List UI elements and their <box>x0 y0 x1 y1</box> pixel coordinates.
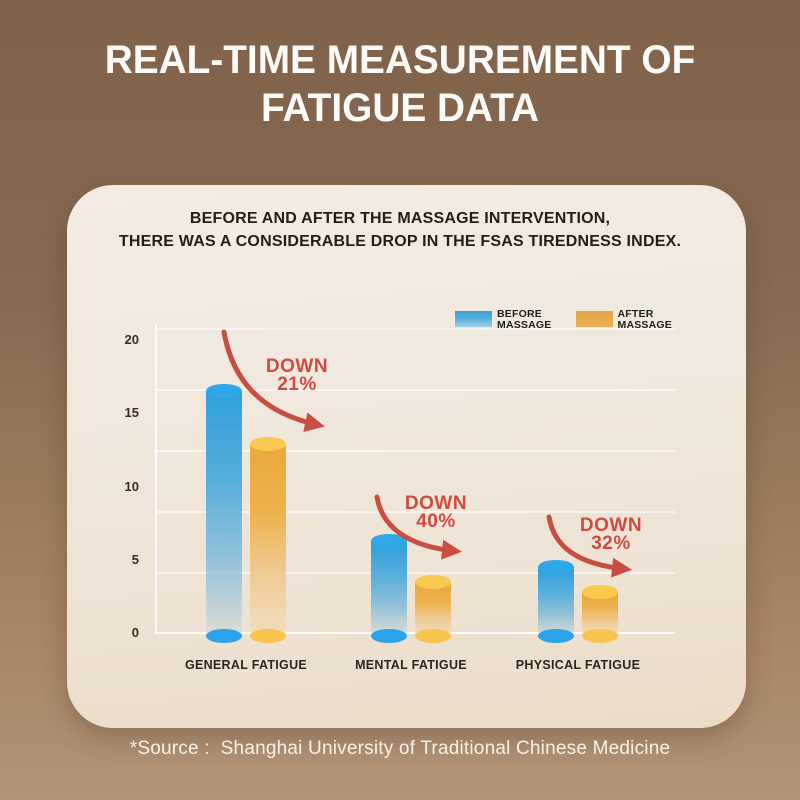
legend-label-before-massage: BEFORE MASSAGE <box>497 309 552 330</box>
subtitle-line-1: BEFORE AND AFTER THE MASSAGE INTERVENTIO… <box>189 210 611 227</box>
down-word: DOWN <box>404 493 468 514</box>
bar-body <box>250 444 286 636</box>
category-label: MENTAL FATIGUE <box>355 658 467 672</box>
category-label: GENERAL FATIGUE <box>184 658 308 672</box>
after-massage-swatch-icon <box>575 311 613 327</box>
y-tick-label: 20 <box>124 332 139 347</box>
bar-top-cap <box>538 560 574 575</box>
bar-top-cap <box>582 584 618 599</box>
legend-after-line-1: AFTER <box>617 308 654 320</box>
bar-bottom-cap <box>206 628 242 643</box>
y-tick-label: 0 <box>131 625 139 640</box>
gridline <box>155 511 675 513</box>
bar-body <box>206 391 242 636</box>
subtitle-line-2: THERE WAS A CONSIDERABLE DROP IN THE FSA… <box>118 233 682 250</box>
down-arrow-icon-3 <box>546 514 632 578</box>
y-tick-label: 15 <box>124 405 139 421</box>
down-arrow-icon-1 <box>221 329 325 433</box>
gridline <box>155 572 675 574</box>
source-attribution: *Source : Shanghai University of Traditi… <box>129 738 671 759</box>
down-word: DOWN <box>265 356 329 377</box>
bar-body <box>415 581 451 636</box>
bar-before-massage-1 <box>371 533 407 643</box>
bar-after-massage-2 <box>582 584 618 643</box>
page-title-line-1: REAL-TIME MEASUREMENT OF <box>104 38 696 82</box>
legend-item-after-massage: AFTER MASSAGE <box>575 309 673 330</box>
page-title: REAL-TIME MEASUREMENT OF FATIGUE DATA <box>12 36 788 132</box>
legend-item-before-massage: BEFORE MASSAGE <box>455 309 552 330</box>
legend-before-line-2: MASSAGE <box>497 318 552 331</box>
bar-body <box>538 567 574 636</box>
y-axis-line <box>155 325 157 634</box>
legend-after-line-2: MASSAGE <box>617 318 672 331</box>
bar-body <box>582 591 618 636</box>
bar-before-massage-0 <box>206 384 242 643</box>
page-title-line-2: FATIGUE DATA <box>260 86 540 130</box>
bar-before-massage-2 <box>538 560 574 643</box>
bar-bottom-cap <box>538 628 574 643</box>
down-percent-annotation-3: DOWN 32% <box>551 515 671 554</box>
percent-value: 32% <box>591 533 631 554</box>
down-arrow-icon-2 <box>374 494 462 560</box>
chart-legend: BEFORE MASSAGE AFTER MASSAGE <box>455 309 673 330</box>
percent-value: 21% <box>277 374 317 395</box>
bar-top-cap <box>415 574 451 589</box>
bar-bottom-cap <box>582 628 618 643</box>
category-label: PHYSICAL FATIGUE <box>515 658 641 672</box>
legend-before-line-1: BEFORE <box>497 308 542 320</box>
gridline <box>155 328 675 330</box>
y-tick-label: 10 <box>124 478 139 494</box>
gridline <box>155 389 675 391</box>
bar-top-cap <box>206 384 242 399</box>
down-percent-annotation-2: DOWN 40% <box>376 493 496 532</box>
before-massage-swatch-icon <box>455 311 492 327</box>
bar-after-massage-0 <box>250 437 286 643</box>
down-word: DOWN <box>579 515 643 536</box>
bar-top-cap <box>250 437 286 451</box>
percent-value: 40% <box>416 511 456 532</box>
bar-bottom-cap <box>415 628 451 643</box>
chart-subtitle: BEFORE AND AFTER THE MASSAGE INTERVENTIO… <box>0 207 800 253</box>
legend-label-after-massage: AFTER MASSAGE <box>618 309 673 330</box>
bar-bottom-cap <box>371 628 407 643</box>
y-tick-label: 5 <box>131 551 139 567</box>
bar-body <box>371 540 407 636</box>
gridline <box>155 450 675 452</box>
bar-after-massage-1 <box>415 574 451 643</box>
down-percent-annotation-1: DOWN 21% <box>237 356 357 395</box>
bar-bottom-cap <box>250 628 286 643</box>
bar-top-cap <box>371 533 407 548</box>
chart-card <box>67 185 746 728</box>
